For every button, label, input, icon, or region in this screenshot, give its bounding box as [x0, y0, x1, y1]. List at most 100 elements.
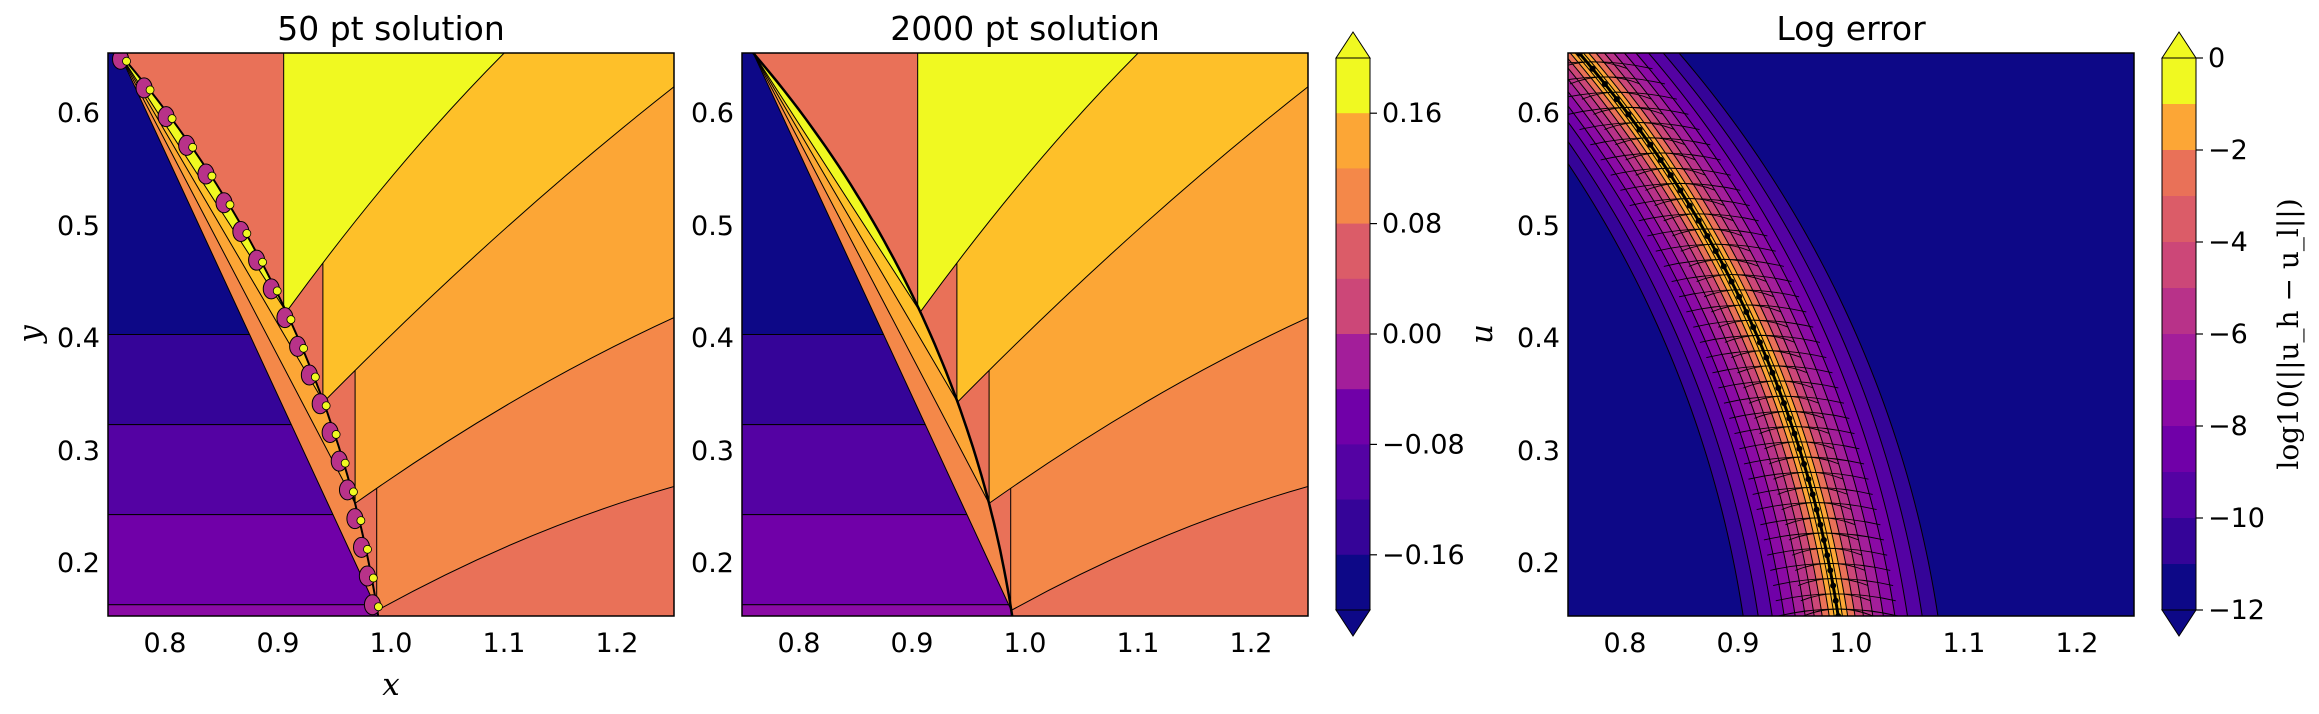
- cb2-ticks-label: −2: [2208, 135, 2248, 166]
- cb1-extend-top: [1335, 31, 1371, 59]
- cb1-segment: [1336, 334, 1370, 390]
- panel3-error-lobes: [1568, 53, 1899, 616]
- panel1-xticks: 0.8 0.9 1.0 1.1 1.2: [144, 628, 639, 659]
- panel2-xtick-0.9: 0.9: [891, 628, 934, 659]
- panel3-node: [1832, 597, 1839, 604]
- panel3-lobe: [1788, 532, 1860, 541]
- panel-50pt: 50 pt solution 0.8 0.9 1.0 1.1 1.2 0.2 0…: [12, 9, 675, 703]
- panel3-xticks: 0.8 0.9 1.0 1.1 1.2: [1604, 628, 2099, 659]
- panel1-title: 50 pt solution: [277, 9, 505, 48]
- panel1-interface-ripples: [112, 53, 383, 616]
- panel2-ytick-0.3: 0.3: [691, 436, 734, 467]
- panel1-ripple-node: [286, 315, 296, 325]
- cb1-segment: [1336, 278, 1370, 335]
- panel3-band-6: [1568, 53, 1864, 616]
- panel3-lobe: [1625, 152, 1696, 161]
- panel1-xtick-0.8: 0.8: [144, 628, 187, 659]
- panel3-lobe: [1604, 122, 1675, 130]
- panel1-ripple-node: [242, 229, 252, 238]
- panel3-node: [1647, 141, 1654, 148]
- panel2-contour-fills: [742, 53, 1308, 616]
- panel2-ytick-0.4: 0.4: [691, 323, 734, 354]
- panel3-node: [1830, 582, 1837, 589]
- panel1-ripple-node: [340, 458, 350, 468]
- panel2-xticks: 0.8 0.9 1.0 1.1 1.2: [778, 628, 1273, 659]
- panel1-ytick-0.4: 0.4: [57, 323, 100, 354]
- panel3-node: [1750, 324, 1757, 331]
- panel3-lobe: [1711, 304, 1782, 313]
- panel3-lobe: [1785, 517, 1856, 526]
- panel3-node: [1743, 308, 1750, 315]
- panel3-node: [1686, 202, 1693, 209]
- cb1-extend-bottom: [1335, 609, 1371, 637]
- panel3-xtick-1.1: 1.1: [1943, 628, 1986, 659]
- panel3-node: [1657, 156, 1664, 163]
- panel3-lobe: [1663, 213, 1734, 222]
- panel3-node: [1769, 369, 1776, 376]
- cb2-ticks-label: −12: [2208, 595, 2265, 626]
- panel1-ytick-0.3: 0.3: [57, 436, 100, 467]
- panel2-frame: [741, 52, 1309, 617]
- panel3-lobe: [1654, 198, 1725, 206]
- panel3-node: [1728, 278, 1735, 285]
- panel3-node: [1813, 506, 1820, 513]
- panel1-ripple-node: [258, 257, 267, 267]
- panel1-ripple-node: [310, 372, 320, 382]
- panel1-xtick-1.1: 1.1: [483, 628, 526, 659]
- panel1-xtick-1.2: 1.2: [596, 628, 639, 659]
- panel3-node: [1809, 491, 1816, 498]
- panel3-node: [1667, 172, 1674, 179]
- panel3-node: [1756, 339, 1763, 346]
- cb1-ticks-label: 0.00: [1382, 319, 1442, 350]
- panel3-node: [1576, 53, 1583, 57]
- panel3-yticks: 0.2 0.3 0.4 0.5 0.6: [1517, 98, 1560, 579]
- cb2-ticks-label: −4: [2208, 227, 2248, 258]
- panel3-band-9: [1574, 53, 1843, 616]
- colorbar-log-error: 0 −2 −4 −6 −8 −10 −12 log10(||u_h − u_l||): [2161, 31, 2305, 637]
- panel2-left-band-4: [742, 604, 1013, 616]
- panel3-ylabel: u: [1464, 324, 1500, 344]
- panel3-node: [1601, 80, 1608, 87]
- panel3-node: [1695, 217, 1702, 224]
- panel3-node: [1791, 430, 1798, 437]
- cb1-segment: [1336, 113, 1370, 169]
- panel3-node: [1824, 552, 1831, 559]
- panel1-xlabel: x: [382, 667, 400, 703]
- cb1-ticks-label: −0.08: [1382, 429, 1465, 460]
- cb2-segment: [2162, 104, 2196, 151]
- panel3-node: [1712, 248, 1719, 255]
- panel1-ripple-node: [122, 56, 131, 66]
- panel3-node: [1786, 415, 1793, 422]
- panel3-lobe: [1718, 319, 1789, 328]
- panel1-ripple-node: [167, 114, 177, 124]
- cb2-segment: [2162, 58, 2196, 105]
- panel3-lobe: [1768, 456, 1840, 465]
- panel2-ytick-0.2: 0.2: [691, 548, 734, 579]
- cb2-segment: [2162, 150, 2196, 197]
- cb2-segment: [2162, 242, 2196, 289]
- panel3-node: [1805, 476, 1812, 483]
- panel1-left-band-3: [108, 514, 378, 606]
- panel3-node-markers: [1576, 53, 1842, 616]
- panel1-ripple-node: [363, 544, 372, 554]
- panel1-ripple-node: [145, 85, 155, 95]
- panel3-node: [1677, 187, 1684, 194]
- panel3-node: [1775, 384, 1782, 391]
- cb2-segment: [2162, 564, 2196, 611]
- panel3-lobe: [1743, 380, 1814, 389]
- panel2-title: 2000 pt solution: [890, 9, 1160, 48]
- cb1-segment: [1336, 499, 1370, 556]
- cb2-ticks-label: 0: [2208, 43, 2225, 74]
- cb1-segment: [1336, 168, 1370, 225]
- panel3-ytick-0.5: 0.5: [1517, 211, 1560, 242]
- panel3-node: [1720, 263, 1727, 270]
- panel3-lobe: [1593, 107, 1664, 115]
- panel2-xtick-1.0: 1.0: [1004, 628, 1047, 659]
- cb2-segment: [2162, 472, 2196, 519]
- panel1-ripple-node: [188, 142, 198, 152]
- panel3-lobe: [1724, 335, 1796, 343]
- panel3-node: [1763, 354, 1770, 361]
- panel1-left-band-4: [108, 604, 379, 616]
- panel3-xtick-1.0: 1.0: [1830, 628, 1873, 659]
